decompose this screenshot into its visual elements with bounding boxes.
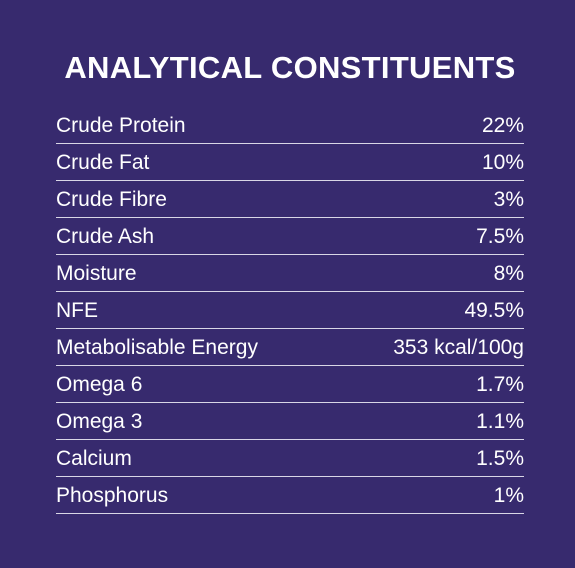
row-label: Crude Ash xyxy=(56,224,155,248)
row-value: 10% xyxy=(481,150,524,174)
row-value: 8% xyxy=(493,261,524,285)
row-value: 1% xyxy=(493,483,524,507)
row-value: 1.7% xyxy=(476,372,524,396)
constituents-table: Crude Protein 22% Crude Fat 10% Crude Fi… xyxy=(56,107,524,514)
row-value: 3% xyxy=(493,187,524,211)
row-value: 22% xyxy=(481,113,524,137)
table-row: Omega 3 1.1% xyxy=(56,404,524,440)
table-row: Metabolisable Energy 353 kcal/100g xyxy=(56,330,524,366)
table-row: Crude Protein 22% xyxy=(56,108,524,144)
page-title: ANALYTICAL CONSTITUENTS xyxy=(64,50,516,85)
row-label: Crude Fat xyxy=(56,150,150,174)
row-value: 353 kcal/100g xyxy=(393,335,524,359)
row-label: Omega 6 xyxy=(56,372,143,396)
table-row: Phosphorus 1% xyxy=(56,478,524,514)
row-label: Calcium xyxy=(56,446,132,470)
row-label: Metabolisable Energy xyxy=(56,335,258,359)
table-row: Crude Fibre 3% xyxy=(56,182,524,218)
table-row: Omega 6 1.7% xyxy=(56,367,524,403)
row-label: Crude Protein xyxy=(56,113,186,137)
row-value: 7.5% xyxy=(476,224,524,248)
constituents-panel: ANALYTICAL CONSTITUENTS Crude Protein 22… xyxy=(56,0,524,514)
row-value: 1.5% xyxy=(476,446,524,470)
row-label: Phosphorus xyxy=(56,483,169,507)
table-row: Calcium 1.5% xyxy=(56,441,524,477)
row-label: NFE xyxy=(56,298,98,322)
table-row: Crude Fat 10% xyxy=(56,145,524,181)
row-value: 49.5% xyxy=(464,298,524,322)
table-row: Moisture 8% xyxy=(56,256,524,292)
row-value: 1.1% xyxy=(476,409,524,433)
row-label: Omega 3 xyxy=(56,409,143,433)
table-row: NFE 49.5% xyxy=(56,293,524,329)
row-label: Crude Fibre xyxy=(56,187,167,211)
table-row: Crude Ash 7.5% xyxy=(56,219,524,255)
row-label: Moisture xyxy=(56,261,137,285)
